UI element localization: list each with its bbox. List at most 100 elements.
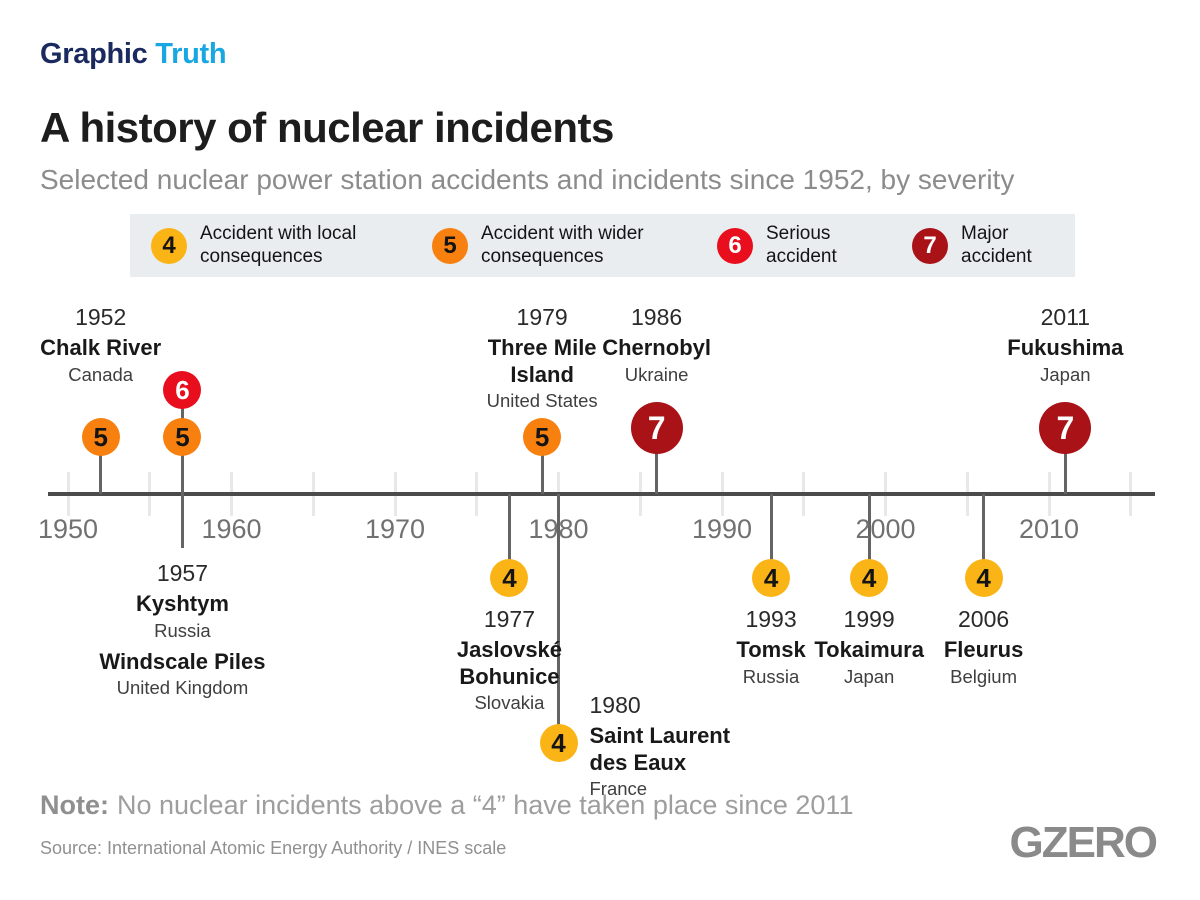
brand-part-graphic: Graphic	[40, 38, 148, 70]
event-country: Russia	[742, 665, 800, 687]
legend-label-line: accident	[961, 245, 1032, 267]
event-country: France	[589, 778, 648, 800]
severity-badge: 4	[964, 559, 1003, 597]
legend-label: Serious accident	[766, 223, 837, 268]
footnote-label: Note:	[40, 790, 109, 820]
event-year: 1977	[483, 606, 536, 632]
legend-label: Major accident	[961, 223, 1032, 268]
legend-label-line: Accident with local	[200, 223, 357, 245]
axis-tick-label: 1980	[528, 514, 589, 544]
footnote: Note: No nuclear incidents above a “4” ha…	[40, 790, 853, 821]
event-label: 2006 Fleurus Belgium	[904, 606, 1064, 687]
event-country: Russia	[154, 619, 211, 641]
event-name: Fleurus	[943, 637, 1024, 663]
source-attribution: Source: International Atomic Energy Auth…	[40, 838, 507, 858]
event-year: 2011	[1040, 304, 1091, 330]
legend-label: Accident with local consequences	[200, 223, 356, 268]
severity-badge: 4	[850, 559, 889, 597]
event-country: United Kingdom	[116, 677, 249, 699]
event-name: Kyshtym	[135, 591, 229, 617]
severity-4-badge: 4	[151, 227, 187, 264]
event-label: 1980 Saint Laurent des Eaux France	[590, 692, 760, 799]
legend-item-level-4: 4 Accident with local consequences	[151, 214, 356, 277]
event-year: 2006	[958, 606, 1010, 632]
event-country: Japan	[1040, 363, 1091, 385]
event-stem	[540, 437, 544, 494]
event-stem	[867, 494, 871, 578]
event-year: 1986	[631, 304, 683, 330]
event-stem	[507, 494, 511, 578]
event-name: Jaslovské	[456, 637, 563, 663]
event-name: Chalk River	[40, 335, 162, 361]
legend-item-level-6: 6 Serious accident	[717, 214, 837, 277]
event-stem	[655, 428, 659, 494]
event-label: 1977 Jaslovské Bohunice Slovakia	[419, 606, 599, 713]
event-country: Belgium	[950, 665, 1018, 687]
event-label: 1979 Three Mile Island United States	[452, 304, 632, 411]
legend-item-level-7: 7 Major accident	[912, 214, 1032, 277]
axis-tick-label: 1970	[364, 514, 426, 544]
event-country: Canada	[68, 363, 134, 385]
brand-part-truth: Truth	[155, 38, 227, 70]
legend-label-line: accident	[766, 245, 837, 267]
legend-item-level-5: 5 Accident with wider consequences	[432, 214, 644, 277]
axis-tick-label: 1960	[201, 514, 262, 544]
event-year: 1993	[745, 606, 797, 632]
severity-6-badge: 6	[717, 227, 753, 264]
severity-badge: 7	[1039, 402, 1092, 454]
axis-tick-label: 2010	[1018, 514, 1080, 544]
event-name: Windscale Piles	[99, 649, 266, 675]
severity-7-badge: 7	[912, 227, 948, 264]
event-stem	[769, 494, 773, 578]
page-title: A history of nuclear incidents	[40, 104, 614, 151]
event-country: Slovakia	[474, 692, 545, 714]
severity-badge: 7	[630, 402, 683, 454]
legend-label-line: consequences	[481, 245, 604, 267]
event-stem	[982, 494, 986, 578]
axis-tick-label: 1990	[691, 514, 753, 544]
event-country: United States	[486, 390, 598, 412]
event-label: 1999 Tokaimura Japan	[789, 606, 949, 687]
page-subtitle: Selected nuclear power station accidents…	[40, 164, 1015, 195]
severity-5-badge: 5	[432, 227, 468, 264]
event-label: 1957 Kyshtym Russia Windscale Piles United K…	[72, 560, 292, 699]
event-stem	[99, 437, 103, 494]
timeline-axis	[48, 492, 1155, 496]
event-name: Tomsk	[736, 637, 806, 663]
severity-legend: 4 Accident with local consequences 5 Acci…	[130, 214, 1075, 277]
event-name: Tokaimura	[814, 637, 924, 663]
event-name: Bohunice	[459, 663, 560, 689]
gzero-logo: GZERO	[1009, 818, 1158, 867]
event-label: 1993 Tomsk Russia	[691, 606, 851, 687]
event-name: Chernobyl	[602, 335, 711, 361]
legend-label-line: Serious	[766, 223, 831, 245]
severity-badge: 6	[163, 371, 202, 409]
event-country: Japan	[843, 665, 895, 687]
severity-badge: 4	[539, 724, 578, 762]
event-label: 2011 Fukushima Japan	[975, 304, 1155, 385]
severity-badge: 4	[752, 559, 791, 597]
axis-tick-label: 1950	[37, 514, 99, 544]
event-stem	[1063, 428, 1067, 494]
event-stem	[557, 494, 560, 743]
event-label: 1952 Chalk River Canada	[11, 304, 191, 385]
event-year: 1952	[75, 304, 127, 330]
event-label: 1986 Chernobyl Ukraine	[567, 304, 747, 385]
severity-badge: 5	[523, 418, 562, 456]
event-stem	[180, 390, 184, 548]
legend-label: Accident with wider consequences	[481, 223, 644, 268]
event-name: Three Mile	[487, 335, 597, 361]
footnote-text: No nuclear incidents above a “4” have ta…	[117, 790, 854, 820]
event-year: 1979	[516, 304, 568, 330]
legend-label-line: Major	[961, 223, 1009, 245]
severity-badge: 5	[163, 418, 202, 456]
event-name: des Eaux	[589, 749, 687, 775]
event-year: 1999	[843, 606, 895, 632]
event-year: 1980	[589, 692, 641, 718]
event-name: Island	[510, 361, 574, 387]
event-name: Fukushima	[1007, 335, 1124, 361]
brand-header: Graphic Truth	[40, 38, 227, 71]
severity-badge: 5	[81, 418, 120, 456]
